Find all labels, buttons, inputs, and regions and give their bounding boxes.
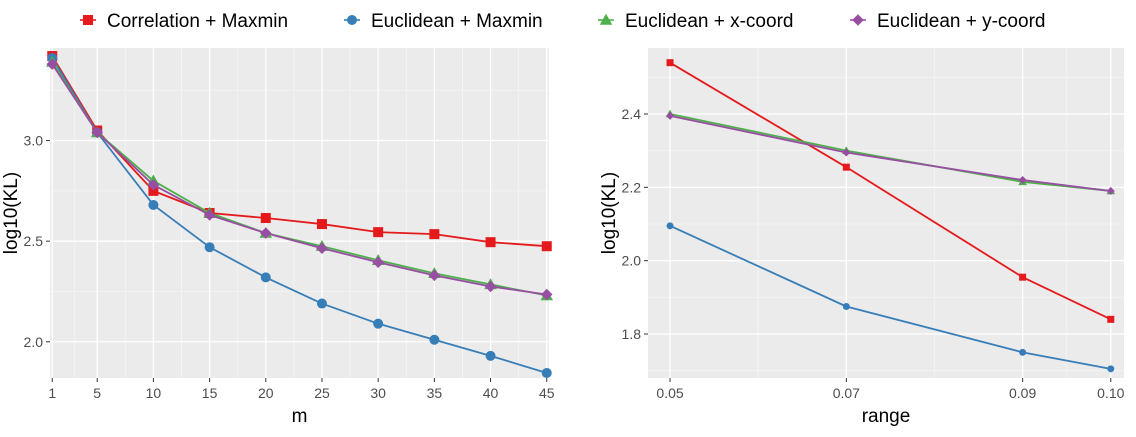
y-tick-label: 3.0 <box>24 133 44 149</box>
legend-label: Correlation + Maxmin <box>107 11 288 32</box>
data-point <box>260 227 272 239</box>
data-point <box>1107 365 1115 373</box>
series-euclidean-y-coord <box>666 111 1115 196</box>
x-tick-label: 0.05 <box>656 385 683 401</box>
data-point <box>316 242 328 254</box>
series-line <box>669 114 1111 192</box>
series-euclidean-y-coord <box>46 58 553 301</box>
data-point <box>429 229 440 240</box>
data-point <box>260 272 271 283</box>
x-tick-label: 25 <box>314 385 330 401</box>
plot-background <box>648 48 1124 378</box>
data-point <box>147 179 160 191</box>
data-point <box>842 163 850 171</box>
legend-key-marker <box>599 13 613 25</box>
y-axis: 2.0 2.5 3.0 <box>24 133 50 350</box>
x-tick-label: 5 <box>93 385 101 401</box>
data-point <box>541 367 552 378</box>
x-tick-label: 30 <box>370 385 386 401</box>
y-axis: 1.8 2.0 2.2 2.4 <box>622 106 648 342</box>
x-tick-label: 35 <box>427 385 443 401</box>
legend-key-marker <box>347 15 357 25</box>
data-point <box>666 222 674 230</box>
data-point <box>1019 348 1027 356</box>
data-point <box>1019 273 1027 281</box>
data-point <box>316 298 327 309</box>
legend-label: Euclidean + x-coord <box>625 11 793 32</box>
legend-key-marker <box>83 15 93 25</box>
data-point <box>1107 315 1115 323</box>
y-tick-label: 2.4 <box>622 106 642 122</box>
legend-label: Euclidean + y-coord <box>877 11 1045 32</box>
data-point <box>666 111 675 120</box>
series-line <box>669 61 1112 321</box>
legend-item-euclidean-y-coord: Euclidean + y-coord <box>850 11 1045 32</box>
data-point <box>46 58 58 70</box>
data-point <box>541 288 553 301</box>
gridlines <box>50 48 549 378</box>
y-axis-title: log10(KL) <box>599 172 620 254</box>
x-tick-label: 0.09 <box>1009 385 1036 401</box>
y-tick-label: 2.2 <box>622 179 642 195</box>
data-point <box>91 126 103 139</box>
legend-key-marker <box>852 14 864 26</box>
x-tick-label: 45 <box>539 385 555 401</box>
x-tick-label: 20 <box>258 385 274 401</box>
series-correlation-maxmin <box>666 59 1115 323</box>
y-tick-label: 1.8 <box>622 326 642 342</box>
data-point <box>148 185 159 196</box>
data-point <box>316 219 327 230</box>
legend-item-euclidean-maxmin: Euclidean + Maxmin <box>344 11 543 32</box>
data-point <box>842 148 851 157</box>
data-point <box>485 350 496 361</box>
x-tick-label: 40 <box>483 385 499 401</box>
series-line <box>51 63 547 296</box>
data-point <box>485 237 496 248</box>
x-axis: 1 5 10 15 20 25 30 35 40 45 <box>48 378 555 401</box>
legend-item-correlation-maxmin: Correlation + Maxmin <box>80 11 288 32</box>
data-point <box>373 318 384 329</box>
data-point <box>541 241 552 252</box>
y-tick-label: 2.0 <box>622 253 642 269</box>
gridlines <box>648 48 1124 378</box>
data-point <box>429 334 440 345</box>
y-tick-label: 2.5 <box>24 233 44 249</box>
data-point <box>484 280 497 293</box>
data-point <box>203 209 216 221</box>
data-point <box>1018 175 1027 185</box>
x-axis-title: range <box>862 406 911 427</box>
x-axis: 0.05 0.07 0.09 0.10 <box>656 378 1125 401</box>
x-axis-title: m <box>292 406 308 427</box>
legend-item-euclidean-x-coord: Euclidean + x-coord <box>598 11 793 32</box>
data-point <box>204 242 215 253</box>
legend-label: Euclidean + Maxmin <box>371 11 543 32</box>
x-tick-label: 15 <box>202 385 218 401</box>
y-tick-label: 2.0 <box>24 334 44 350</box>
data-point <box>260 213 271 224</box>
series-line <box>51 55 547 248</box>
data-point <box>842 303 850 310</box>
series-line <box>51 57 548 374</box>
data-point <box>1106 186 1115 196</box>
data-point <box>372 256 384 269</box>
series-euclidean-maxmin <box>666 222 1115 373</box>
series-line <box>669 225 1111 370</box>
data-point <box>428 269 441 282</box>
legend: Correlation + Maxmin Euclidean + Maxmin Eu… <box>80 11 1045 32</box>
data-point <box>148 199 159 210</box>
series-line <box>51 61 547 297</box>
chart-panel-range: 1.8 2.0 2.2 2.4 0.05 0.07 0.09 0.10 range log10(K… <box>599 48 1125 427</box>
x-tick-label: 0.07 <box>833 385 860 401</box>
data-point <box>666 59 674 67</box>
data-point <box>373 227 384 238</box>
plot-background <box>50 48 549 378</box>
x-tick-label: 0.10 <box>1097 385 1124 401</box>
x-tick-label: 1 <box>48 385 56 401</box>
x-tick-label: 10 <box>146 385 162 401</box>
y-axis-title: log10(KL) <box>1 172 22 254</box>
